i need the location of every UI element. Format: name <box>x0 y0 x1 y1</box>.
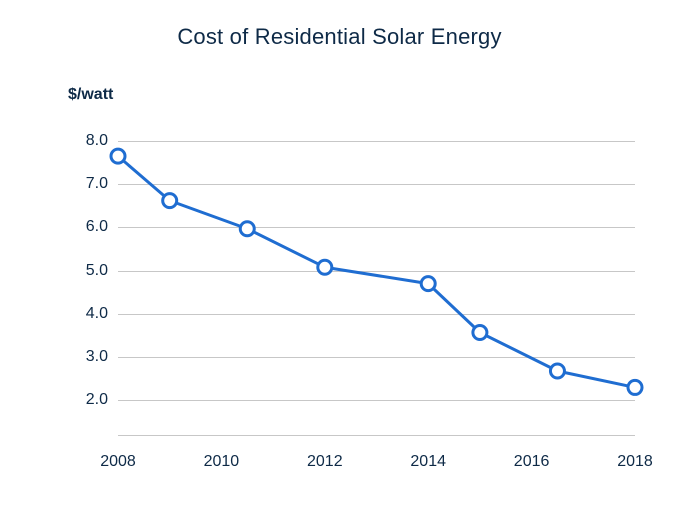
data-marker <box>318 260 332 274</box>
plot-area <box>0 0 679 508</box>
data-marker <box>628 380 642 394</box>
data-marker <box>240 222 254 236</box>
data-marker <box>111 149 125 163</box>
data-marker <box>550 364 564 378</box>
data-marker <box>421 277 435 291</box>
data-marker <box>473 326 487 340</box>
data-line <box>118 156 635 387</box>
chart-container: Cost of Residential Solar Energy $/watt … <box>0 0 679 508</box>
data-marker <box>163 194 177 208</box>
